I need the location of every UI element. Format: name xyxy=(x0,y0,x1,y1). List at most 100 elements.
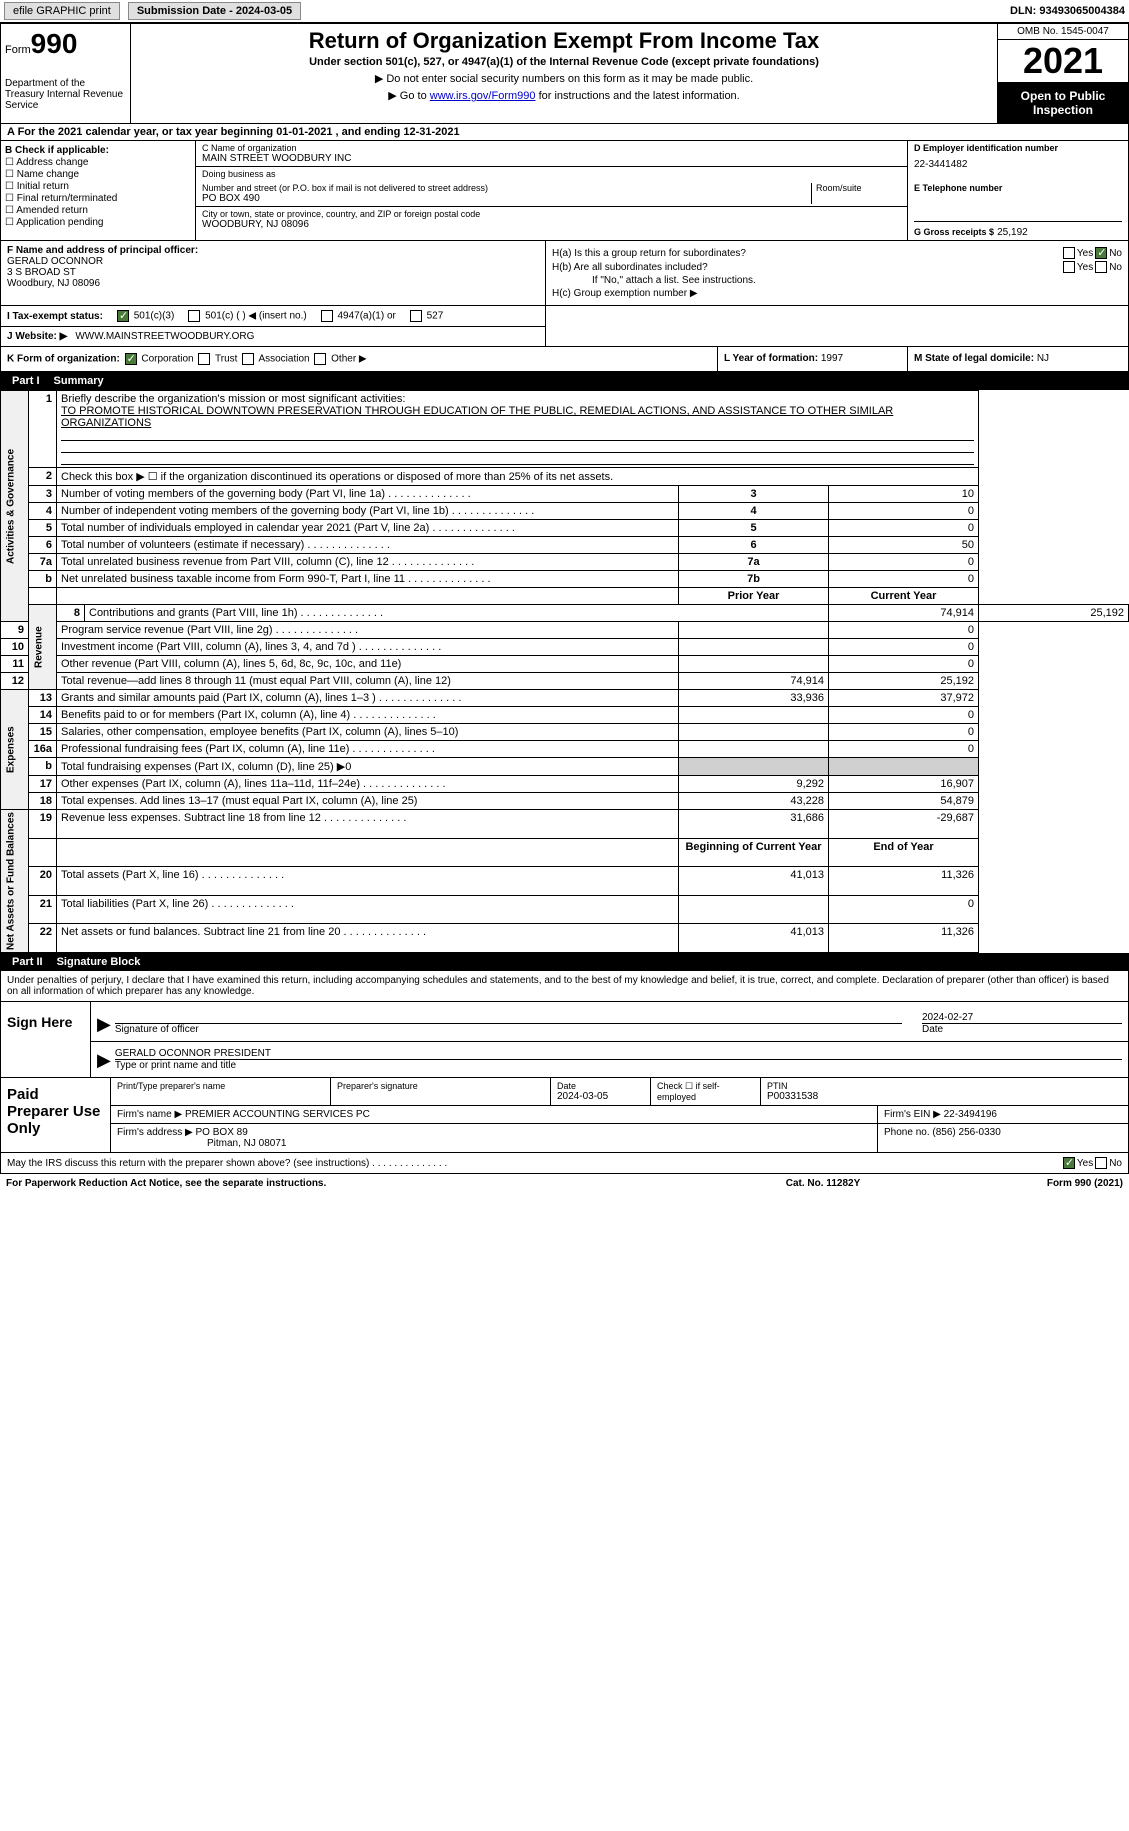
line-14-curr: 0 xyxy=(829,707,979,724)
line-19-prior: 31,686 xyxy=(679,810,829,839)
state-label: M State of legal domicile: xyxy=(914,353,1034,364)
part2-header: Part II Signature Block xyxy=(0,953,1129,971)
line-3-desc: Number of voting members of the governin… xyxy=(57,486,679,503)
line-18-curr: 54,879 xyxy=(829,793,979,810)
submission-date-button[interactable]: Submission Date - 2024-03-05 xyxy=(128,2,301,20)
firm-name-label: Firm's name ▶ xyxy=(117,1109,182,1120)
line-6-val: 50 xyxy=(829,537,979,554)
line-5-val: 0 xyxy=(829,520,979,537)
ha-question: H(a) Is this a group return for subordin… xyxy=(552,248,1061,259)
hb-yes[interactable] xyxy=(1063,261,1075,273)
line-22-beg: 41,013 xyxy=(679,924,829,953)
row-f-h: F Name and address of principal officer:… xyxy=(0,241,1129,306)
line-22-desc: Net assets or fund balances. Subtract li… xyxy=(57,924,679,953)
may-no[interactable] xyxy=(1095,1157,1107,1169)
line-13-prior: 33,936 xyxy=(679,690,829,707)
form-note-ssn: ▶ Do not enter social security numbers o… xyxy=(135,72,993,85)
dba-label: Doing business as xyxy=(202,169,901,179)
hc-question: H(c) Group exemption number ▶ xyxy=(552,288,1122,299)
efile-print-button[interactable]: efile GRAPHIC print xyxy=(4,2,120,20)
line-4-desc: Number of independent voting members of … xyxy=(57,503,679,520)
side-net: Net Assets or Fund Balances xyxy=(1,810,29,953)
ha-no[interactable] xyxy=(1095,247,1107,259)
irs-link[interactable]: www.irs.gov/Form990 xyxy=(430,90,536,102)
chk-501c[interactable] xyxy=(188,310,200,322)
officer-label: F Name and address of principal officer: xyxy=(7,245,539,256)
row-k-l-m: K Form of organization: Corporation Trus… xyxy=(0,347,1129,372)
chk-final-return[interactable]: ☐ Final return/terminated xyxy=(5,193,191,204)
line-21-desc: Total liabilities (Part X, line 26) xyxy=(57,895,679,924)
hdr-prior: Prior Year xyxy=(679,588,829,605)
form-number: 990 xyxy=(31,28,78,59)
line-8-curr: 25,192 xyxy=(979,605,1129,622)
sig-arrow-icon: ▶ xyxy=(97,1014,111,1035)
line-18-desc: Total expenses. Add lines 13–17 (must eq… xyxy=(57,793,679,810)
chk-corp[interactable] xyxy=(125,353,137,365)
prep-check-label: Check ☐ if self-employed xyxy=(657,1081,754,1102)
line-11-curr: 0 xyxy=(829,656,979,673)
may-yes[interactable] xyxy=(1063,1157,1075,1169)
org-name-label: C Name of organization xyxy=(202,143,901,153)
phone-label: Phone no. xyxy=(884,1127,930,1138)
line-13-desc: Grants and similar amounts paid (Part IX… xyxy=(57,690,679,707)
hb-no[interactable] xyxy=(1095,261,1107,273)
chk-501c3[interactable] xyxy=(117,310,129,322)
room-label: Room/suite xyxy=(816,183,901,193)
line-6-desc: Total number of volunteers (estimate if … xyxy=(57,537,679,554)
line-12-desc: Total revenue—add lines 8 through 11 (mu… xyxy=(57,673,679,690)
line-7b-desc: Net unrelated business taxable income fr… xyxy=(57,571,679,588)
prep-sig-label: Preparer's signature xyxy=(337,1081,544,1091)
part1-num: Part I xyxy=(6,375,46,387)
line-7a-desc: Total unrelated business revenue from Pa… xyxy=(57,554,679,571)
line-10-curr: 0 xyxy=(829,639,979,656)
line-10-desc: Investment income (Part VIII, column (A)… xyxy=(57,639,679,656)
chk-trust[interactable] xyxy=(198,353,210,365)
chk-initial-return[interactable]: ☐ Initial return xyxy=(5,181,191,192)
chk-amended[interactable]: ☐ Amended return xyxy=(5,205,191,216)
sig-arrow-icon-2: ▶ xyxy=(97,1050,111,1071)
bottom-row: For Paperwork Reduction Act Notice, see … xyxy=(0,1174,1129,1193)
ha-yes[interactable] xyxy=(1063,247,1075,259)
officer-addr2: Woodbury, NJ 08096 xyxy=(7,278,539,289)
ein-label: D Employer identification number xyxy=(914,143,1122,153)
chk-other[interactable] xyxy=(314,353,326,365)
line-12-curr: 25,192 xyxy=(829,673,979,690)
footer-may-discuss: May the IRS discuss this return with the… xyxy=(0,1153,1129,1174)
officer-addr1: 3 S BROAD ST xyxy=(7,267,539,278)
sign-here-block: Sign Here ▶ Signature of officer 2024-02… xyxy=(0,1002,1129,1078)
chk-527[interactable] xyxy=(410,310,422,322)
paid-preparer-label: Paid Preparer Use Only xyxy=(1,1078,111,1152)
addr-value: PO BOX 490 xyxy=(202,193,811,204)
chk-address-change[interactable]: ☐ Address change xyxy=(5,157,191,168)
chk-4947[interactable] xyxy=(321,310,333,322)
omb-number: OMB No. 1545-0047 xyxy=(998,24,1128,40)
top-toolbar: efile GRAPHIC print Submission Date - 20… xyxy=(0,0,1129,23)
line-15-curr: 0 xyxy=(829,724,979,741)
line-18-prior: 43,228 xyxy=(679,793,829,810)
chk-assoc[interactable] xyxy=(242,353,254,365)
line-11-desc: Other revenue (Part VIII, column (A), li… xyxy=(57,656,679,673)
line-20-end: 11,326 xyxy=(829,867,979,896)
prep-date-label: Date xyxy=(557,1081,644,1091)
summary-table: Activities & Governance 1 Briefly descri… xyxy=(0,390,1129,953)
paperwork-notice: For Paperwork Reduction Act Notice, see … xyxy=(6,1178,723,1189)
chk-name-change[interactable]: ☐ Name change xyxy=(5,169,191,180)
form-ref: Form 990 (2021) xyxy=(923,1178,1123,1189)
line-17-curr: 16,907 xyxy=(829,776,979,793)
chk-app-pending[interactable]: ☐ Application pending xyxy=(5,217,191,228)
sig-officer-label: Signature of officer xyxy=(115,1024,902,1035)
tel-label: E Telephone number xyxy=(914,183,1122,193)
website-label: J Website: ▶ xyxy=(7,331,67,342)
line-2: Check this box ▶ ☐ if the organization d… xyxy=(57,468,979,486)
col-b-header: B Check if applicable: xyxy=(5,145,191,156)
line-9-curr: 0 xyxy=(829,622,979,639)
sig-date: 2024-02-27 xyxy=(922,1012,1122,1024)
tax-year: 2021 xyxy=(998,40,1128,83)
row-a-period: A For the 2021 calendar year, or tax yea… xyxy=(0,124,1129,141)
dln-label: DLN: 93493065004384 xyxy=(1010,5,1125,17)
form-subtitle: Under section 501(c), 527, or 4947(a)(1)… xyxy=(135,56,993,68)
prep-date: 2024-03-05 xyxy=(557,1091,644,1102)
firm-addr-label: Firm's address ▶ xyxy=(117,1127,193,1138)
dept-label: Department of the Treasury Internal Reve… xyxy=(5,78,126,111)
state-value: NJ xyxy=(1037,353,1049,364)
